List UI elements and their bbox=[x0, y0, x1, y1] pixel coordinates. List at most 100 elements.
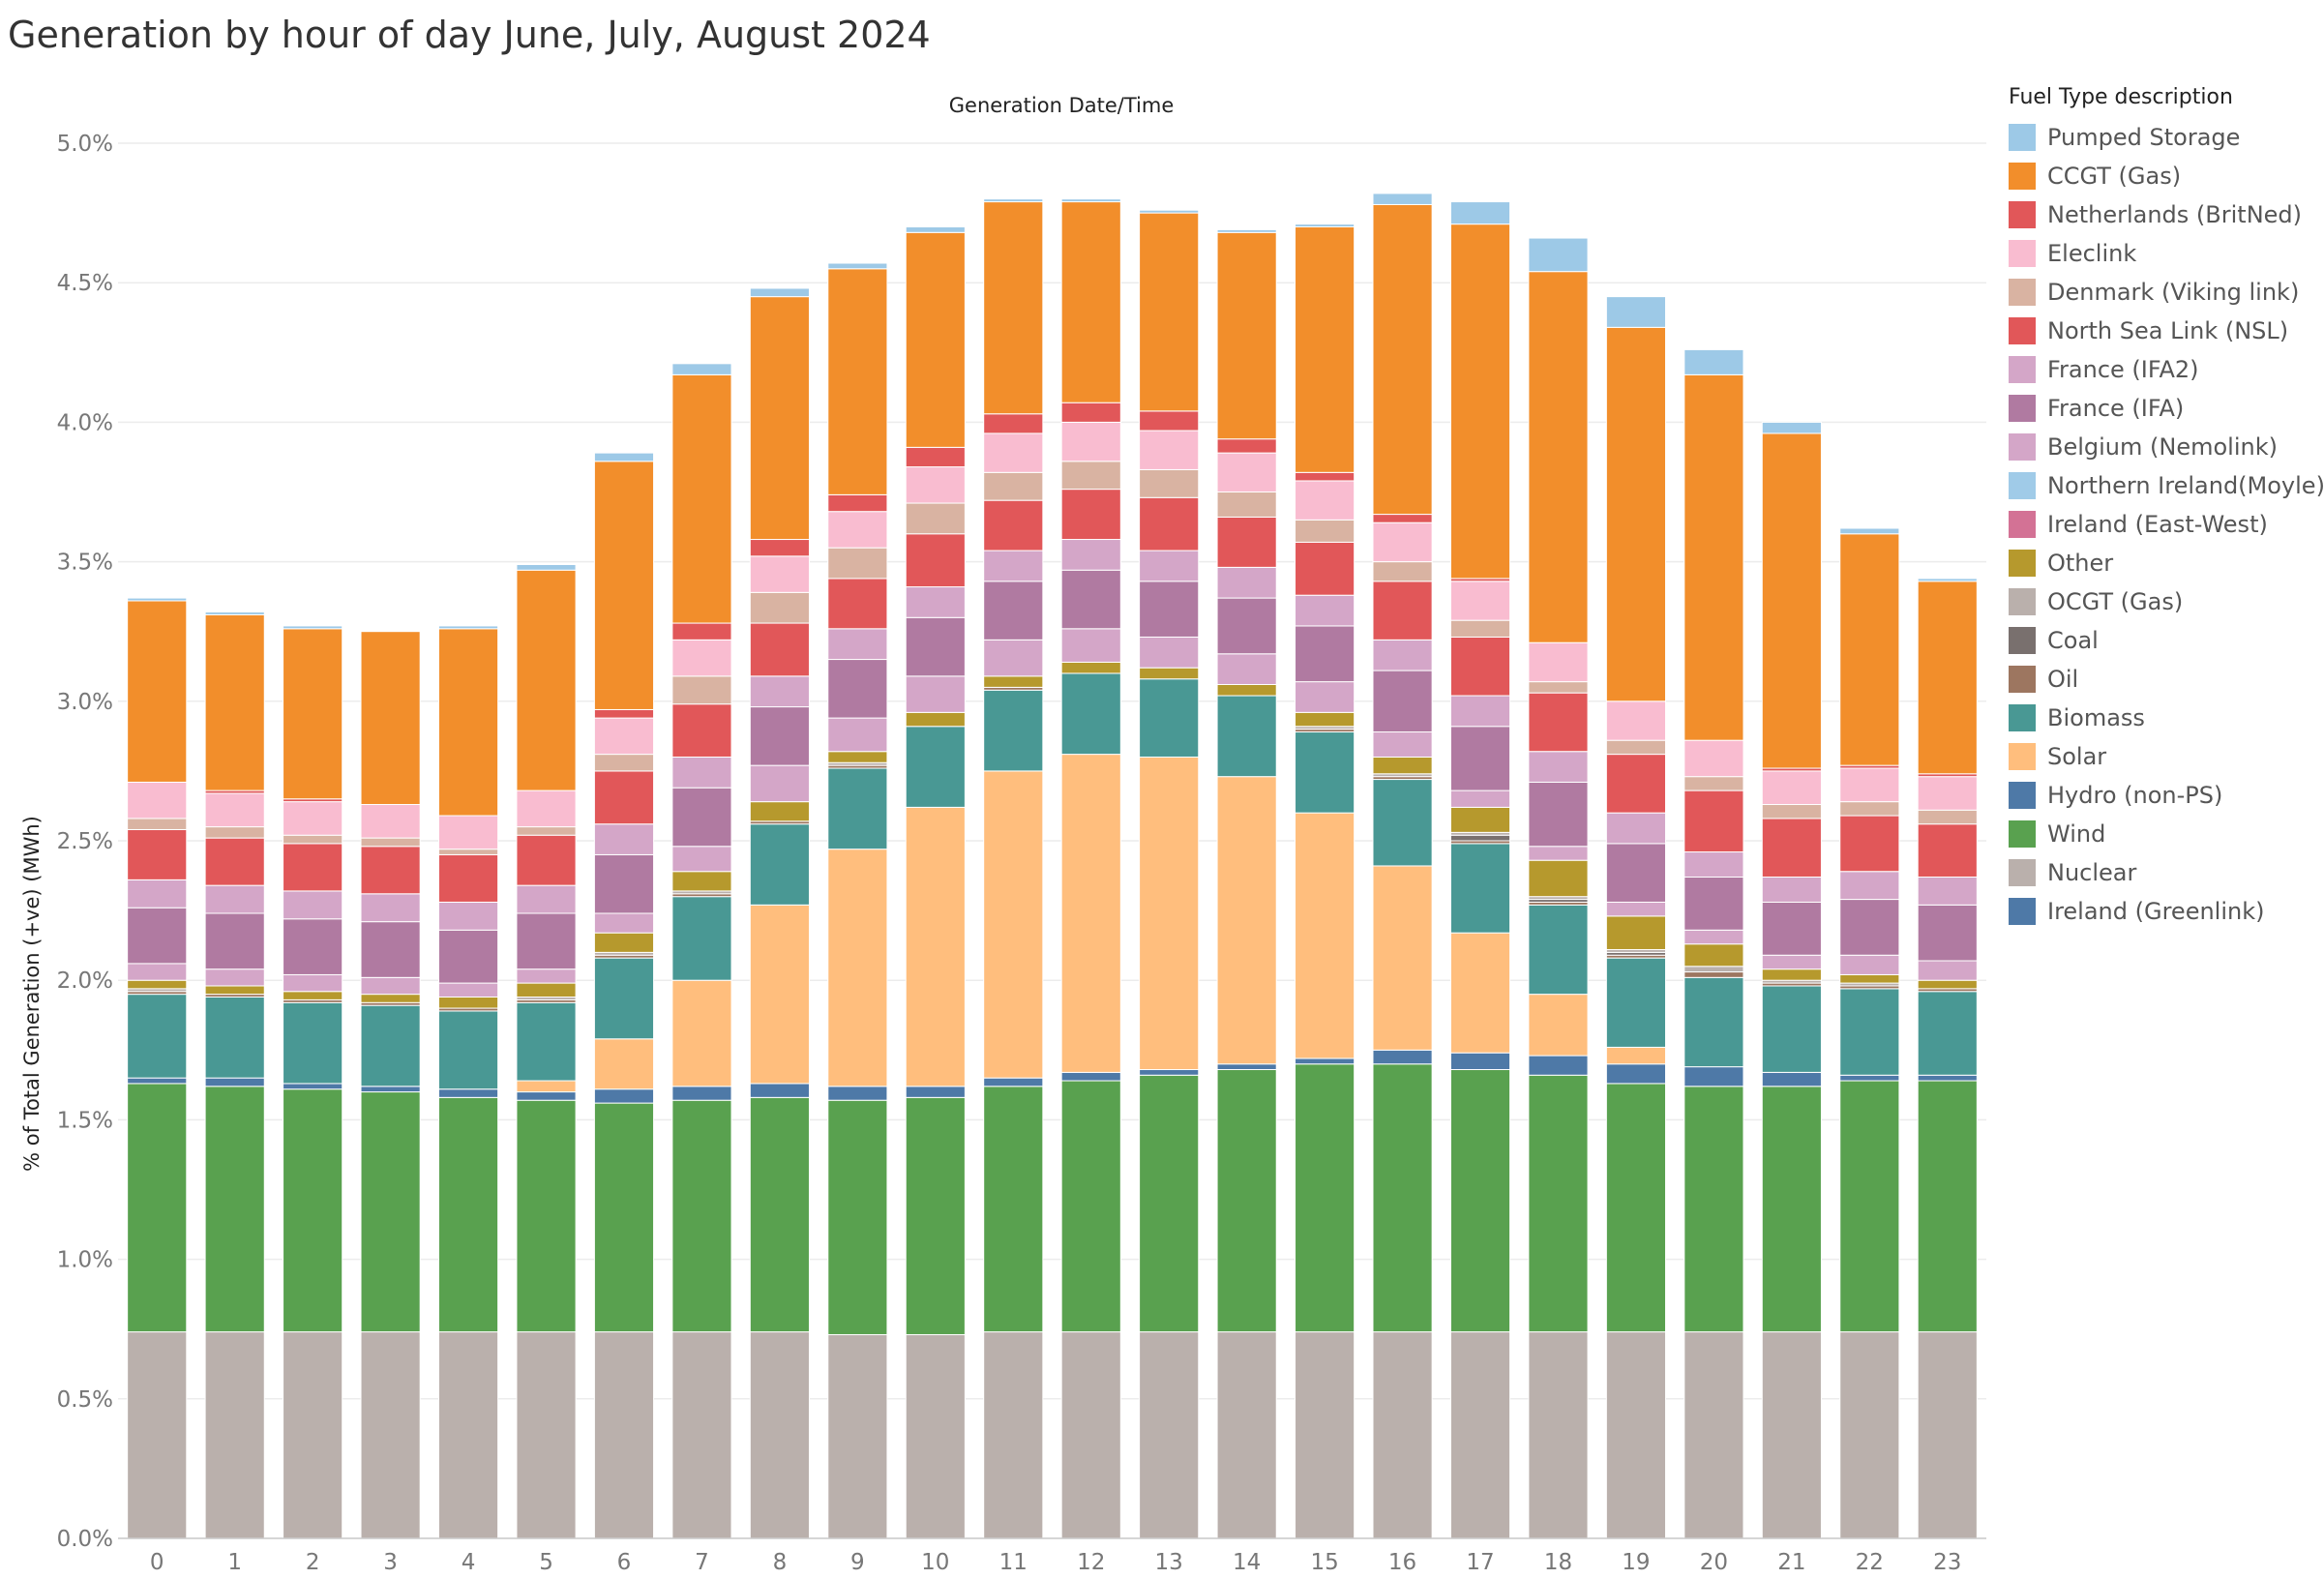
bar-segment bbox=[1683, 348, 1744, 375]
y-axis-ticks: 0.0% 0.5% 1.0% 1.5% 2.0% 2.5% 3.0% 3.5% 4.0% 4.5%… bbox=[57, 132, 113, 1552]
bar-segment bbox=[283, 628, 343, 800]
bar-segment bbox=[1295, 541, 1356, 596]
bar-segment bbox=[1683, 929, 1744, 945]
bar-segment bbox=[1449, 790, 1511, 808]
bar-segment bbox=[516, 826, 577, 836]
legend-item: Ireland (Greenlink) bbox=[2009, 892, 2318, 931]
bar-segment bbox=[1216, 438, 1277, 454]
legend-swatch bbox=[2009, 859, 2036, 886]
x-tick-label: 14 bbox=[1233, 1550, 1261, 1575]
bar-segment bbox=[1060, 201, 1121, 403]
bar-segment bbox=[905, 1086, 966, 1098]
bar-segment bbox=[437, 849, 499, 855]
legend-swatch bbox=[2009, 163, 2036, 190]
bar-segment bbox=[1917, 1080, 1978, 1333]
bar-segment bbox=[1372, 1049, 1433, 1065]
legend-label: Ireland (East-West) bbox=[2047, 511, 2268, 538]
legend-swatch bbox=[2009, 627, 2036, 654]
bar-segment bbox=[1372, 1063, 1433, 1333]
bar-segment bbox=[749, 706, 810, 766]
bar-segment bbox=[1839, 988, 1900, 1076]
bar-segment bbox=[905, 231, 966, 448]
bar-segment bbox=[1761, 968, 1822, 981]
bar-segment bbox=[1917, 1331, 1978, 1539]
bar-segment bbox=[983, 581, 1044, 641]
bar-segment bbox=[749, 823, 810, 906]
bar-segment bbox=[360, 893, 421, 923]
y-tick-label: 1.0% bbox=[57, 1248, 113, 1273]
bar-segment bbox=[593, 770, 655, 825]
bar-segment bbox=[283, 625, 343, 630]
legend-label: Northern Ireland(Moyle) bbox=[2047, 472, 2324, 499]
bar-segment bbox=[1683, 1086, 1744, 1333]
bar-segment bbox=[204, 985, 265, 996]
bar-segment bbox=[905, 533, 966, 588]
legend-items: Pumped Storage CCGT (Gas) Netherlands (Bri… bbox=[2009, 118, 2324, 931]
bar-segment bbox=[1295, 681, 1356, 713]
x-tick-label: 18 bbox=[1544, 1550, 1572, 1575]
bar-segment bbox=[1605, 957, 1667, 1048]
bar-segment bbox=[1372, 561, 1433, 582]
bar-segment bbox=[1139, 756, 1200, 1070]
bar-segment bbox=[1917, 960, 1978, 981]
bar-segment bbox=[1528, 641, 1589, 683]
x-tick-label: 0 bbox=[150, 1550, 164, 1575]
bar-segment bbox=[360, 1091, 421, 1333]
bar-segment bbox=[749, 764, 810, 803]
bar-segment bbox=[1139, 468, 1200, 498]
bar-segment bbox=[827, 751, 888, 763]
bar-segment bbox=[1139, 496, 1200, 551]
bar-segment bbox=[1839, 527, 1900, 535]
bar-segment bbox=[1295, 471, 1356, 482]
y-tick-label: 4.5% bbox=[57, 271, 113, 296]
bar-segment bbox=[983, 499, 1044, 551]
bar-segment bbox=[983, 471, 1044, 501]
bar-segment bbox=[1295, 594, 1356, 627]
x-tick-label: 6 bbox=[617, 1550, 632, 1575]
bar-segment bbox=[360, 837, 421, 848]
x-tick-label: 2 bbox=[306, 1550, 320, 1575]
bar-segment bbox=[593, 853, 655, 914]
bar-segment bbox=[1139, 410, 1200, 432]
bar-segment bbox=[749, 622, 810, 677]
x-tick-label: 4 bbox=[462, 1550, 476, 1575]
bar-segment bbox=[749, 1096, 810, 1333]
bar-segment bbox=[1683, 1331, 1744, 1539]
bar-segment bbox=[127, 828, 188, 880]
legend-label: Nuclear bbox=[2047, 859, 2137, 886]
bar-segment bbox=[827, 1086, 888, 1101]
bar-segment bbox=[204, 1077, 265, 1087]
legend-swatch bbox=[2009, 317, 2036, 344]
y-tick-label: 1.5% bbox=[57, 1108, 113, 1133]
bar-segment bbox=[127, 879, 188, 909]
x-tick-label: 11 bbox=[999, 1550, 1028, 1575]
legend-item: Hydro (non-PS) bbox=[2009, 776, 2318, 815]
bar-segment bbox=[1216, 492, 1277, 518]
bar-segment bbox=[1449, 932, 1511, 1054]
bar-segment bbox=[1917, 876, 1978, 906]
x-tick-label: 5 bbox=[539, 1550, 553, 1575]
bar-segment bbox=[1761, 876, 1822, 903]
bar-segment bbox=[1683, 790, 1744, 853]
bar-segment bbox=[983, 198, 1044, 203]
legend-label: Hydro (non-PS) bbox=[2047, 782, 2223, 809]
bar-segment bbox=[1216, 231, 1277, 440]
bar-segment bbox=[1060, 569, 1121, 630]
bar-segment bbox=[1761, 818, 1822, 878]
bar-segment bbox=[127, 1077, 188, 1085]
x-tick-label: 13 bbox=[1155, 1550, 1183, 1575]
bar-segment bbox=[1683, 943, 1744, 968]
bar-segment bbox=[437, 1096, 499, 1333]
legend-item: Denmark (Viking link) bbox=[2009, 273, 2318, 312]
bar-segment bbox=[1216, 452, 1277, 492]
bar-segment bbox=[1060, 661, 1121, 674]
bar-segment bbox=[283, 843, 343, 892]
bar-segment bbox=[827, 659, 888, 719]
bar-segment bbox=[1216, 1063, 1277, 1070]
bar-segment bbox=[1839, 1074, 1900, 1082]
bar-segment bbox=[516, 1080, 577, 1093]
bar-segment bbox=[1060, 672, 1121, 756]
bar-segment bbox=[1449, 726, 1511, 791]
bar-segment bbox=[1761, 1331, 1822, 1539]
legend-item: France (IFA) bbox=[2009, 389, 2318, 428]
